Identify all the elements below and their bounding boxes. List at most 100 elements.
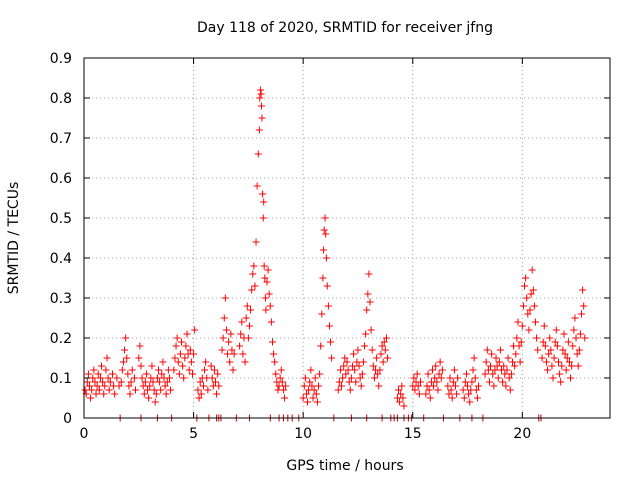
data-point bbox=[344, 366, 352, 374]
data-point bbox=[471, 374, 479, 382]
data-point bbox=[319, 274, 327, 282]
data-point bbox=[185, 366, 193, 374]
data-point bbox=[259, 190, 267, 198]
data-point bbox=[152, 390, 160, 398]
data-point bbox=[186, 346, 194, 354]
data-point bbox=[462, 370, 470, 378]
data-point bbox=[304, 398, 312, 406]
data-point bbox=[493, 362, 501, 370]
data-point bbox=[144, 386, 152, 394]
data-point bbox=[447, 386, 455, 394]
data-point bbox=[175, 370, 183, 378]
data-point bbox=[251, 282, 259, 290]
data-point bbox=[367, 326, 375, 334]
data-point bbox=[564, 338, 572, 346]
data-point bbox=[500, 362, 508, 370]
y-tick-label: 0.3 bbox=[50, 291, 72, 307]
data-point bbox=[362, 330, 370, 338]
data-point bbox=[261, 274, 269, 282]
data-point bbox=[126, 390, 134, 398]
data-point bbox=[311, 374, 319, 382]
data-point bbox=[201, 366, 209, 374]
data-point bbox=[530, 302, 538, 310]
data-point bbox=[258, 114, 266, 122]
data-point bbox=[376, 366, 384, 374]
data-point bbox=[158, 370, 166, 378]
data-point bbox=[473, 394, 481, 402]
data-point bbox=[157, 386, 165, 394]
data-point bbox=[489, 370, 497, 378]
data-point bbox=[153, 374, 161, 382]
data-point bbox=[145, 394, 153, 402]
data-point bbox=[475, 382, 482, 390]
data-point bbox=[113, 374, 121, 382]
data-point bbox=[183, 330, 191, 338]
data-point bbox=[384, 354, 392, 362]
data-point bbox=[150, 386, 158, 394]
data-point bbox=[239, 350, 247, 358]
data-point bbox=[432, 362, 440, 370]
data-point bbox=[263, 278, 271, 286]
data-point bbox=[249, 270, 257, 278]
data-point bbox=[302, 390, 310, 398]
data-point bbox=[567, 374, 575, 382]
data-point bbox=[194, 386, 202, 394]
data-point bbox=[544, 366, 552, 374]
data-point bbox=[508, 358, 516, 366]
x-axis-label: GPS time / hours bbox=[286, 458, 403, 474]
data-point bbox=[138, 374, 146, 382]
data-point bbox=[548, 362, 556, 370]
data-point bbox=[492, 354, 500, 362]
data-point bbox=[213, 390, 221, 398]
data-point bbox=[413, 370, 421, 378]
data-point bbox=[336, 366, 344, 374]
data-point bbox=[339, 374, 347, 382]
data-point bbox=[87, 394, 95, 402]
data-point bbox=[142, 370, 150, 378]
data-point bbox=[580, 302, 588, 310]
data-point bbox=[103, 354, 111, 362]
grid bbox=[84, 58, 610, 418]
data-point bbox=[487, 362, 495, 370]
data-point bbox=[450, 366, 458, 374]
data-point bbox=[503, 366, 511, 374]
data-point bbox=[317, 342, 325, 350]
data-point bbox=[151, 398, 159, 406]
data-point bbox=[431, 374, 439, 382]
data-point bbox=[161, 382, 169, 390]
data-point bbox=[136, 342, 144, 350]
data-point bbox=[108, 370, 116, 378]
data-point bbox=[494, 374, 502, 382]
data-point bbox=[460, 394, 468, 402]
data-point bbox=[374, 370, 382, 378]
data-point bbox=[361, 342, 369, 350]
data-point bbox=[137, 362, 145, 370]
data-point bbox=[345, 378, 353, 386]
data-point bbox=[425, 386, 433, 394]
data-point bbox=[199, 382, 207, 390]
data-point bbox=[101, 382, 109, 390]
data-point bbox=[119, 358, 127, 366]
data-point bbox=[128, 366, 136, 374]
data-point bbox=[571, 314, 579, 322]
data-point bbox=[207, 362, 215, 370]
data-point bbox=[250, 262, 258, 270]
data-point bbox=[581, 334, 589, 342]
data-point bbox=[411, 386, 419, 394]
data-point bbox=[323, 282, 331, 290]
data-point bbox=[139, 382, 147, 390]
data-point bbox=[99, 378, 107, 386]
data-point bbox=[380, 338, 388, 346]
data-point bbox=[221, 294, 229, 302]
data-point bbox=[529, 286, 537, 294]
data-point bbox=[562, 366, 570, 374]
data-point bbox=[102, 366, 110, 374]
data-point bbox=[190, 350, 198, 358]
data-point bbox=[512, 350, 520, 358]
data-point bbox=[542, 358, 550, 366]
x-tick-label: 5 bbox=[189, 426, 198, 442]
data-point bbox=[282, 382, 290, 390]
data-point bbox=[422, 390, 430, 398]
data-point bbox=[491, 366, 499, 374]
data-point bbox=[104, 374, 112, 382]
